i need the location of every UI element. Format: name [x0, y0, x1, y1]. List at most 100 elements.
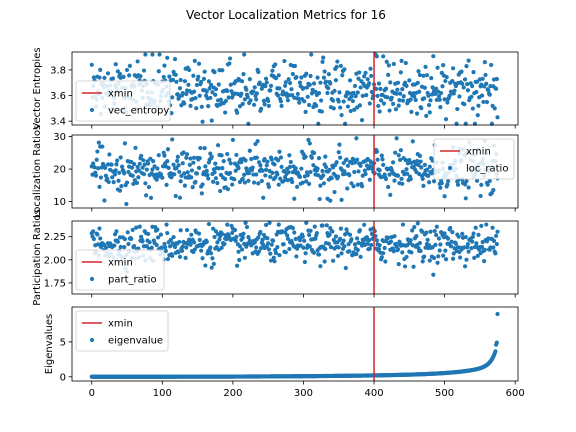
data-point: [399, 59, 403, 63]
data-point: [403, 264, 407, 268]
data-point: [462, 102, 466, 106]
data-point: [339, 64, 343, 68]
data-point: [324, 79, 328, 83]
data-point: [493, 349, 497, 353]
data-point: [396, 174, 400, 178]
data-point: [182, 101, 186, 105]
data-point: [198, 238, 202, 242]
data-point: [248, 149, 252, 153]
data-point: [308, 74, 312, 78]
data-point: [164, 183, 168, 187]
data-point: [456, 183, 460, 187]
data-point: [183, 184, 187, 188]
data-point: [481, 77, 485, 81]
data-point: [494, 87, 498, 91]
data-point: [375, 158, 379, 162]
data-point: [421, 259, 425, 263]
data-point: [339, 251, 343, 255]
data-point: [288, 81, 292, 85]
data-point: [338, 105, 342, 109]
data-point: [303, 260, 307, 264]
y-tick-label: 3.6: [50, 91, 66, 102]
data-point: [469, 246, 473, 250]
data-point: [445, 75, 449, 79]
data-point: [301, 234, 305, 238]
x-tick-label: 400: [364, 388, 383, 399]
data-point: [115, 158, 119, 162]
data-point: [184, 156, 188, 160]
data-point: [330, 229, 334, 233]
data-point: [378, 243, 382, 247]
data-point: [298, 80, 302, 84]
data-point: [236, 166, 240, 170]
data-point: [226, 187, 230, 191]
data-point: [308, 244, 312, 248]
data-point: [348, 78, 352, 82]
data-point: [282, 242, 286, 246]
data-point: [162, 75, 166, 79]
data-point: [336, 254, 340, 258]
data-point: [444, 117, 448, 121]
data-point: [210, 118, 214, 122]
data-point: [170, 254, 174, 258]
data-point: [375, 94, 379, 98]
data-point: [214, 87, 218, 91]
legend-label-xmin: xmin: [466, 147, 491, 158]
data-point: [412, 225, 416, 229]
data-point: [99, 175, 103, 179]
data-point: [287, 77, 291, 81]
data-point: [277, 223, 281, 227]
data-point: [240, 79, 244, 83]
data-point: [337, 150, 341, 154]
data-point: [98, 236, 102, 240]
data-point: [395, 136, 399, 140]
data-point: [225, 89, 229, 93]
data-point: [493, 106, 497, 110]
data-point: [299, 167, 303, 171]
data-point: [308, 229, 312, 233]
data-point: [462, 85, 466, 89]
data-point: [434, 233, 438, 237]
data-point: [378, 168, 382, 172]
data-point: [210, 256, 214, 260]
data-point: [464, 179, 468, 183]
data-point: [235, 111, 239, 115]
data-point: [423, 86, 427, 90]
data-point: [256, 235, 260, 239]
data-point: [225, 152, 229, 156]
data-point: [293, 64, 297, 68]
data-point: [325, 223, 329, 227]
data-point: [320, 60, 324, 64]
data-point: [147, 185, 151, 189]
data-point: [321, 173, 325, 177]
data-point: [327, 233, 331, 237]
data-point: [396, 81, 400, 85]
data-point: [376, 104, 380, 108]
data-point: [426, 238, 430, 242]
data-point: [146, 232, 150, 236]
data-point: [122, 171, 126, 175]
data-point: [359, 85, 363, 89]
data-point: [340, 73, 344, 77]
data-point: [331, 259, 335, 263]
y-axis-label: Participation Ratios: [32, 209, 43, 306]
data-point: [126, 242, 130, 246]
data-point: [307, 182, 311, 186]
data-point: [264, 77, 268, 81]
data-point: [167, 74, 171, 78]
data-point: [292, 230, 296, 234]
data-point: [324, 165, 328, 169]
x-tick-label: 500: [435, 388, 454, 399]
data-point: [260, 179, 264, 183]
data-point: [435, 66, 439, 70]
data-point: [251, 165, 255, 169]
data-point: [159, 233, 163, 237]
data-point: [284, 250, 288, 254]
data-point: [401, 222, 405, 226]
data-point: [464, 64, 468, 68]
data-point: [289, 160, 293, 164]
data-point: [150, 52, 154, 56]
data-point: [119, 184, 123, 188]
data-point: [107, 152, 111, 156]
data-point: [268, 88, 272, 92]
